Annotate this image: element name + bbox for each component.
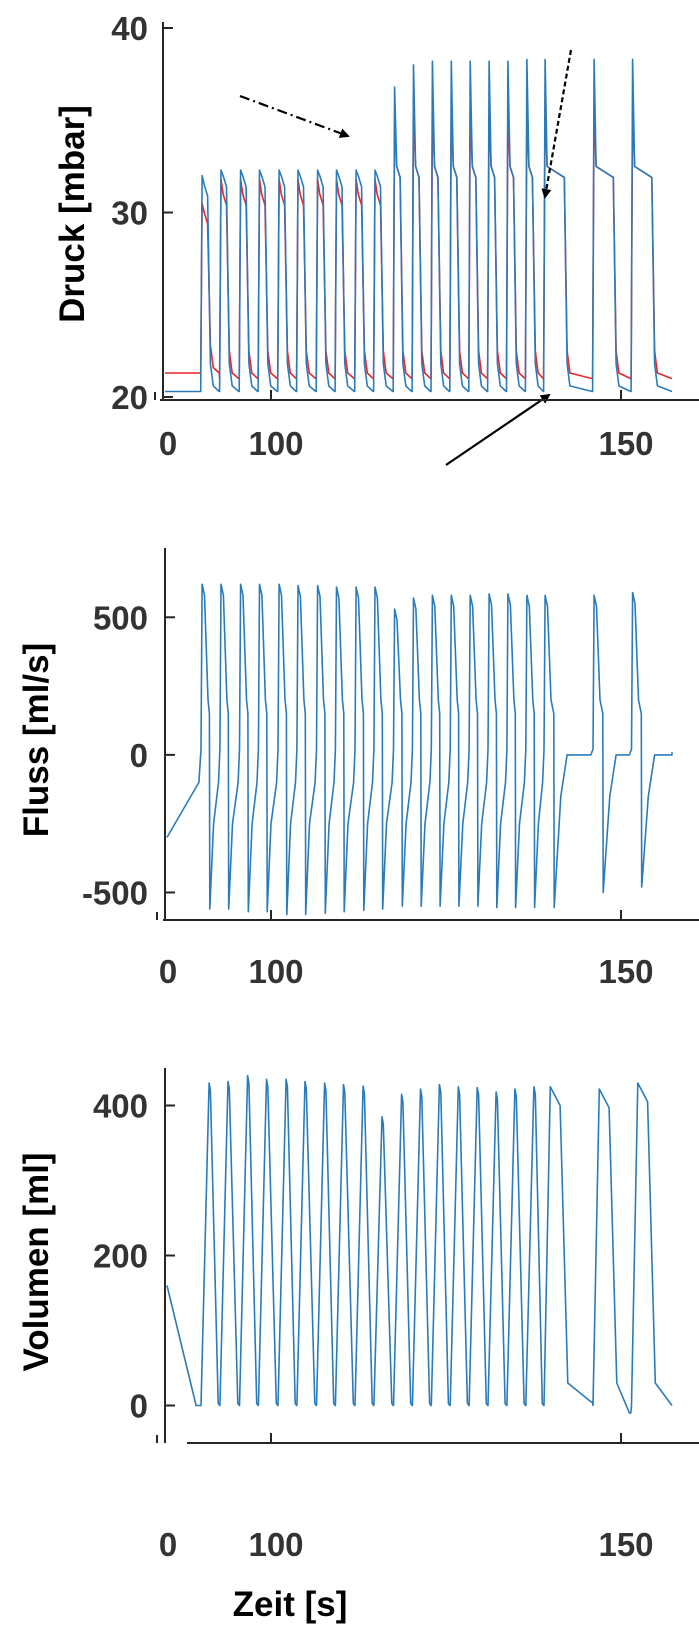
pressure-y-tick-label-1: 30 bbox=[111, 195, 148, 232]
volume-x-tick-label-0: 100 bbox=[248, 1526, 303, 1563]
volume-x-axis-label: Zeit [s] bbox=[233, 1585, 348, 1624]
flow-traces bbox=[166, 583, 673, 916]
volume-y-axis-label: Volumen [ml] bbox=[17, 1152, 56, 1371]
volume-y-tick-label-1: 200 bbox=[93, 1238, 148, 1275]
flow-y-ticks: -500 0 500 bbox=[82, 599, 175, 911]
dashed-arrow bbox=[541, 49, 573, 199]
pressure-y-ticks: 20 30 40 bbox=[111, 10, 173, 416]
volume-traces bbox=[166, 1074, 673, 1414]
flow-x-tick-label-0: 100 bbox=[248, 953, 303, 990]
volume-panel: Volumen [ml] 0 200 400 100 150 0 Zeit [s] bbox=[17, 1068, 699, 1624]
pressure-panel: Druck [mbar] 20 30 40 100 150 0 bbox=[53, 10, 699, 466]
pressure-x-tick-label-0: 100 bbox=[248, 425, 303, 462]
pressure-x-tick-label-1: 150 bbox=[598, 425, 653, 462]
pressure-trace-blue bbox=[165, 58, 673, 393]
pressure-x-ticks: 100 150 bbox=[248, 390, 654, 462]
flow-y-tick-label-2: 500 bbox=[93, 599, 148, 636]
flow-x-tick-label-1: 150 bbox=[598, 953, 653, 990]
volume-y-tick-label-0: 0 bbox=[130, 1388, 148, 1425]
flow-x-break-label: 0 bbox=[159, 953, 177, 990]
volume-x-tick-label-1: 150 bbox=[598, 1526, 653, 1563]
pressure-y-axis-label: Druck [mbar] bbox=[53, 105, 92, 323]
pressure-traces bbox=[165, 58, 673, 393]
volume-y-tick-label-2: 400 bbox=[93, 1088, 148, 1125]
solid-arrow bbox=[445, 393, 551, 466]
volume-x-ticks: 100 150 bbox=[248, 1433, 654, 1563]
flow-y-axis-label: Fluss [ml/s] bbox=[17, 643, 56, 837]
volume-x-break-label: 0 bbox=[159, 1526, 177, 1563]
dash-dot-arrow bbox=[239, 94, 350, 138]
pressure-x-break-label: 0 bbox=[159, 425, 177, 462]
volume-trace-blue bbox=[166, 1074, 673, 1414]
flow-panel: Fluss [ml/s] -500 0 500 100 150 0 bbox=[17, 548, 699, 990]
flow-y-tick-label-1: 0 bbox=[130, 737, 148, 774]
flow-trace-blue bbox=[166, 583, 673, 916]
flow-x-ticks: 100 150 bbox=[248, 910, 654, 990]
pressure-y-tick-label-2: 40 bbox=[111, 10, 148, 47]
flow-y-tick-label-0: -500 bbox=[82, 874, 148, 911]
pressure-y-tick-label-0: 20 bbox=[111, 379, 148, 416]
volume-y-ticks: 0 200 400 bbox=[93, 1088, 175, 1425]
